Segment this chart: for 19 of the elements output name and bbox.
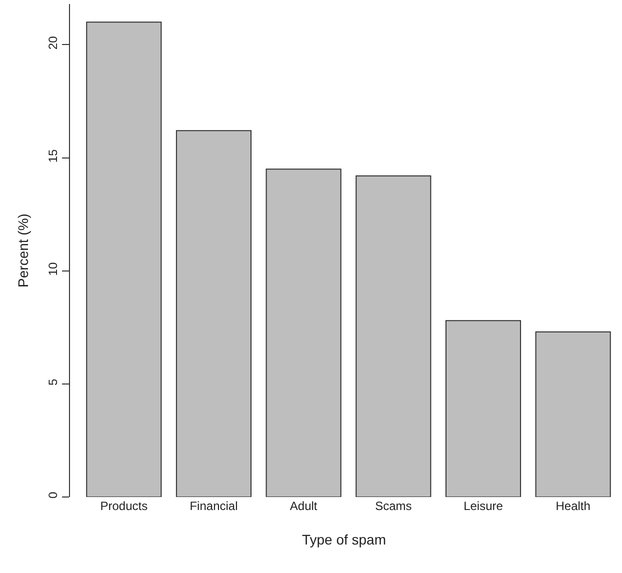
x-tick-label: Health	[556, 499, 590, 513]
y-tick-label: 20	[46, 36, 60, 50]
x-tick-label: Leisure	[464, 499, 504, 513]
bar	[445, 320, 522, 497]
y-tick-label: 15	[46, 148, 60, 163]
bar	[535, 331, 611, 497]
y-tick-label: 0	[46, 492, 60, 499]
bar	[86, 22, 162, 497]
x-tick-label: Products	[100, 499, 148, 513]
bar	[266, 168, 342, 497]
x-axis-title: Type of spam	[302, 531, 386, 548]
x-tick-label: Scams	[375, 499, 412, 513]
y-axis-title: Percent (%)	[14, 214, 31, 288]
x-tick-label: Financial	[190, 499, 238, 513]
y-tick-label: 5	[46, 378, 60, 386]
y-tick-label: 10	[46, 262, 60, 276]
x-tick-label: Adult	[290, 499, 318, 513]
bar	[356, 175, 432, 497]
bar	[176, 130, 252, 497]
